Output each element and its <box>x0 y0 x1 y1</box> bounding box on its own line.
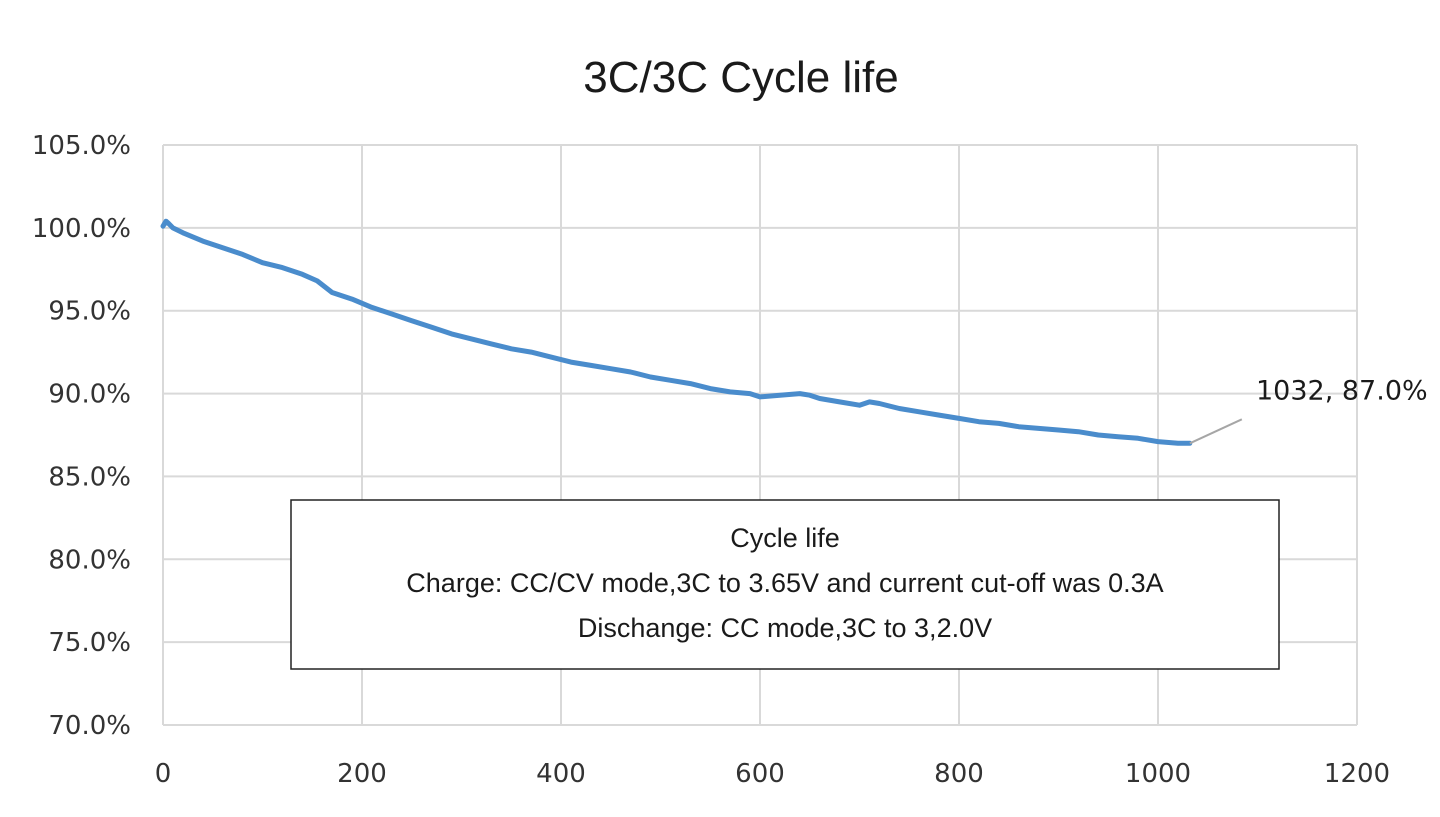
y-tick-label: 100.0% <box>32 214 131 244</box>
y-tick-label: 75.0% <box>48 628 131 658</box>
x-tick-label: 600 <box>735 759 785 789</box>
y-tick-label: 90.0% <box>48 380 131 410</box>
x-tick-label: 1000 <box>1125 759 1191 789</box>
info-text-box: Cycle life Charge: CC/CV mode,3C to 3.65… <box>290 499 1280 670</box>
y-tick-label: 105.0% <box>32 131 131 161</box>
y-tick-label: 95.0% <box>48 297 131 327</box>
y-tick-label: 70.0% <box>48 711 131 741</box>
y-tick-label: 80.0% <box>48 545 131 575</box>
y-axis-ticks: 70.0% 75.0% 80.0% 85.0% 90.0% 95.0% 100.0% 105.… <box>32 131 131 741</box>
x-tick-label: 400 <box>536 759 586 789</box>
info-box-border <box>290 499 1280 670</box>
x-tick-label: 0 <box>155 759 172 789</box>
y-tick-label: 85.0% <box>48 462 131 492</box>
info-box-line-3: Dischange: CC mode,3C to 3,2.0V <box>578 613 992 643</box>
annotation-leader-line <box>1189 418 1243 445</box>
annotation-layer: 1032, 87.0% <box>1189 375 1428 445</box>
info-box-line-2: Charge: CC/CV mode,3C to 3.65V and curre… <box>406 568 1163 598</box>
info-box-line-1: Cycle life <box>730 523 840 553</box>
series-line-0 <box>160 218 1193 446</box>
series-layer <box>160 218 1193 446</box>
x-tick-label: 1200 <box>1324 759 1390 789</box>
annotation-label: 1032, 87.0% <box>1256 375 1428 406</box>
chart-title: 3C/3C Cycle life <box>583 53 898 102</box>
x-axis-ticks: 0 200 400 600 800 1000 1200 <box>155 759 1390 789</box>
x-tick-label: 800 <box>934 759 984 789</box>
x-tick-label: 200 <box>337 759 387 789</box>
